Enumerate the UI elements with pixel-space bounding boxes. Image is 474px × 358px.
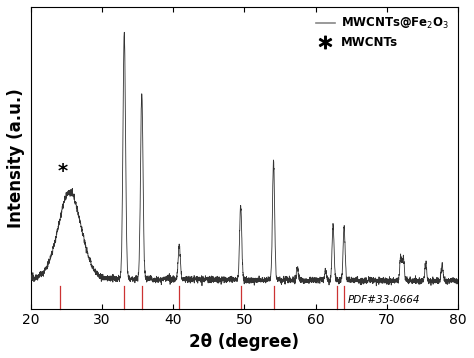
X-axis label: 2θ (degree): 2θ (degree) bbox=[190, 333, 300, 351]
Y-axis label: Intensity (a.u.): Intensity (a.u.) bbox=[7, 88, 25, 228]
Legend: MWCNTs@Fe$_2$O$_3$, MWCNTs: MWCNTs@Fe$_2$O$_3$, MWCNTs bbox=[312, 13, 452, 53]
Text: $\bf{*}$: $\bf{*}$ bbox=[57, 160, 68, 179]
Text: PDF#33-0664: PDF#33-0664 bbox=[348, 295, 420, 305]
